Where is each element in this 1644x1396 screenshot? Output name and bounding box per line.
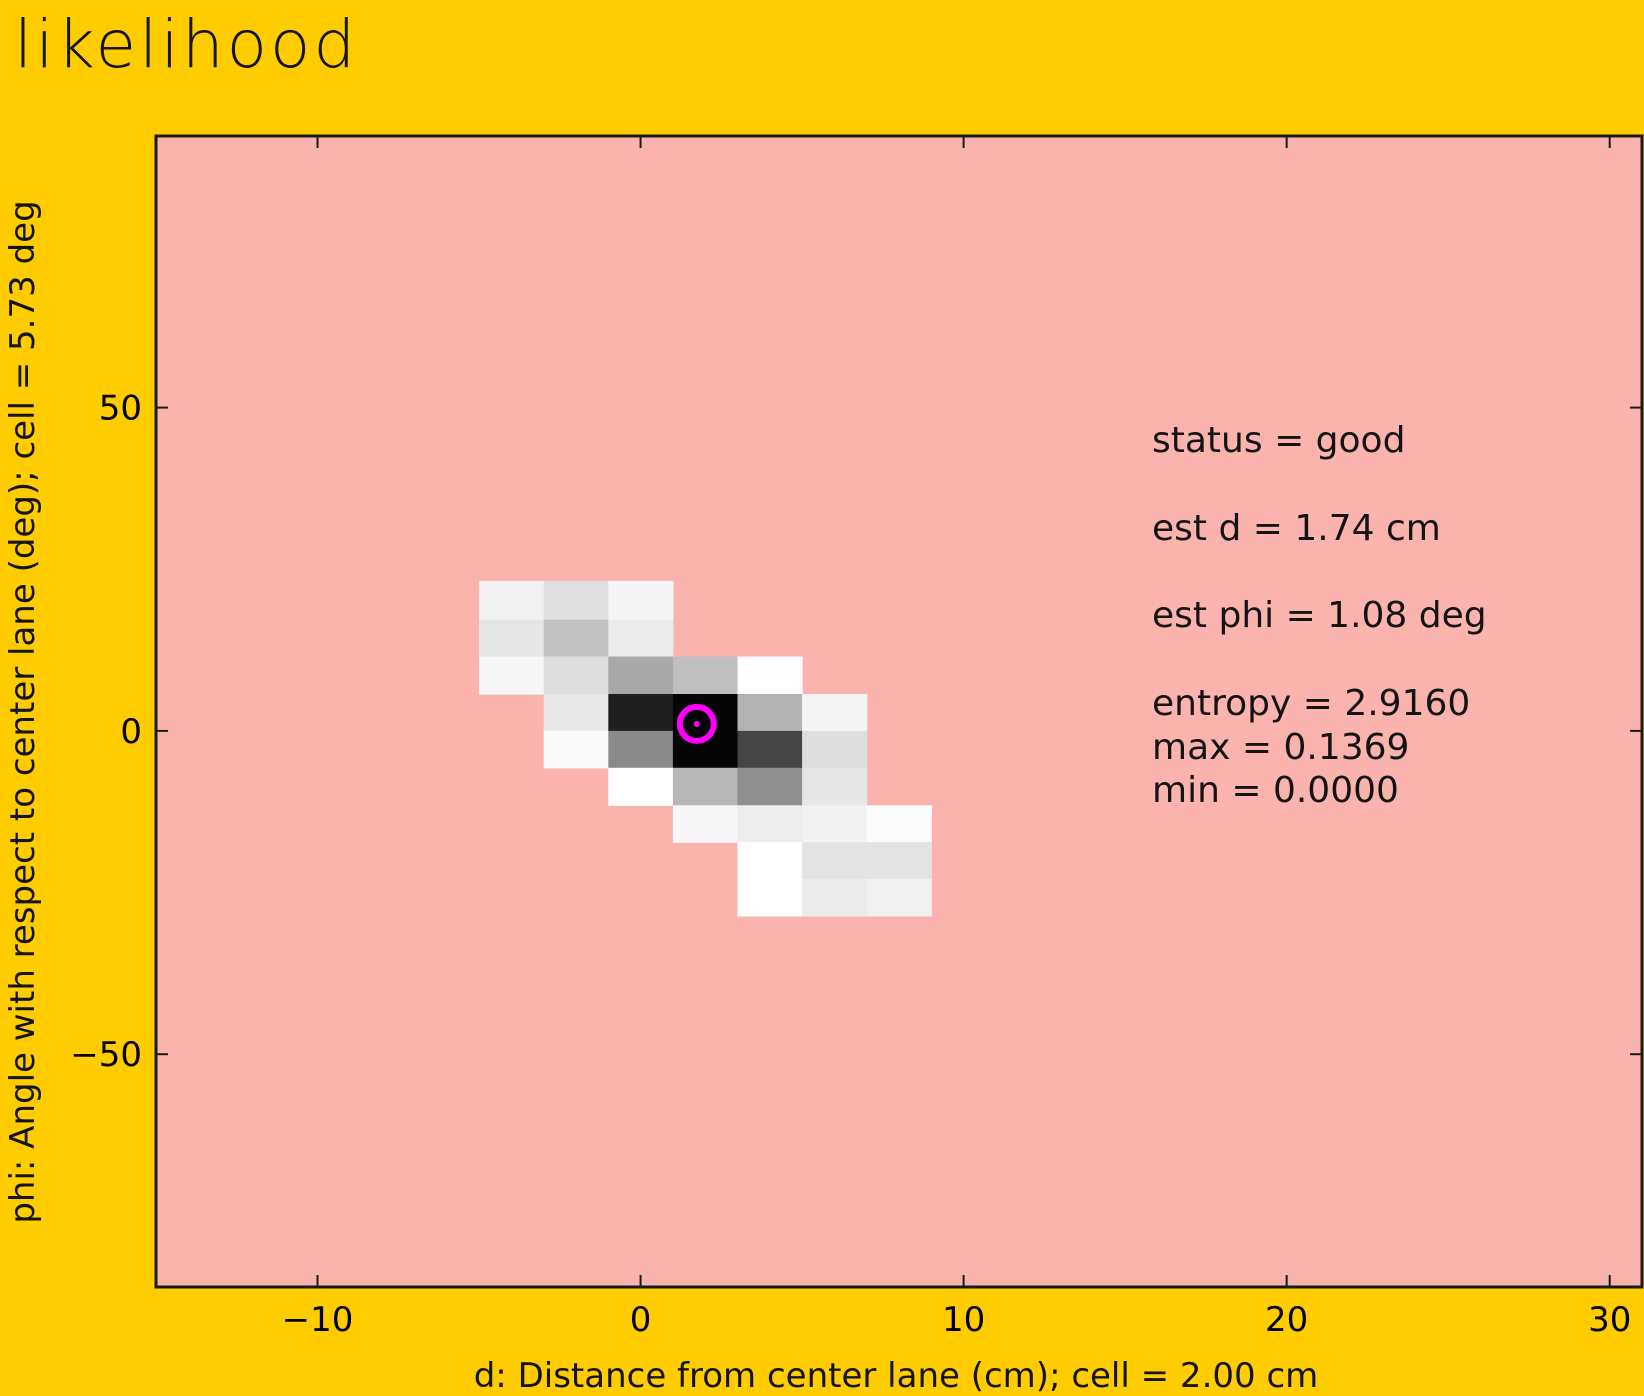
heatmap-cell	[802, 730, 868, 769]
plot-frame	[154, 134, 1644, 1289]
heatmap-cell	[608, 694, 674, 732]
heatmap-cell	[608, 580, 674, 621]
y-tick-label: 50	[99, 389, 142, 429]
heatmap-cell	[608, 619, 674, 658]
heatmap-cell	[543, 694, 609, 732]
heatmap-cell	[866, 805, 932, 843]
annotation-entropy: entropy = 2.9160	[1152, 683, 1470, 724]
heatmap-cell	[543, 619, 609, 658]
estimate-marker	[676, 703, 717, 744]
annotation-min: min = 0.0000	[1152, 770, 1399, 811]
heatmap-cell	[866, 879, 932, 917]
heatmap-cell	[737, 879, 803, 917]
heatmap-cell	[737, 656, 803, 695]
heatmap-cell	[608, 767, 674, 806]
heatmap-cell	[672, 805, 739, 843]
heatmap-cell	[737, 730, 803, 769]
estimate-marker-group	[676, 703, 717, 744]
heatmap-cell	[672, 767, 739, 806]
x-tick-label: −10	[282, 1300, 354, 1340]
heatmap-cell	[608, 730, 674, 769]
estimate-marker-dot	[693, 720, 700, 727]
heatmap-cell	[737, 694, 803, 732]
page-title: likelihood	[14, 6, 359, 83]
heatmap-cell	[737, 767, 803, 806]
y-tick-label: 0	[120, 712, 142, 752]
heatmap-cell	[802, 805, 868, 843]
y-axis-label: phi: Angle with respect to center lane (…	[3, 200, 43, 1223]
heatmap-cell	[802, 842, 868, 880]
annotation-est-phi: est phi = 1.08 deg	[1152, 595, 1487, 636]
x-tick-label: 20	[1265, 1300, 1308, 1340]
heatmap-cell	[479, 656, 545, 695]
x-tick-label: 0	[630, 1300, 652, 1340]
heatmap-cell	[672, 656, 739, 695]
heatmap-cell	[802, 767, 868, 806]
annotation-est-d: est d = 1.74 cm	[1152, 508, 1441, 549]
heatmap-cell	[802, 694, 868, 732]
heatmap-cell	[737, 805, 803, 843]
heatmap-cell	[543, 580, 609, 621]
x-axis-label: d: Distance from center lane (cm); cell …	[474, 1356, 1319, 1396]
x-tick-label: 30	[1588, 1300, 1631, 1340]
y-tick-label: −50	[70, 1035, 142, 1075]
axis-ticks	[156, 136, 1642, 1287]
heatmap-cell	[479, 580, 545, 621]
x-tick-label: 10	[942, 1300, 985, 1340]
heatmap-cell	[802, 879, 868, 917]
heatmap-cell	[866, 842, 932, 880]
stats-annotations: status = good est d = 1.74 cm est phi = …	[1152, 420, 1487, 811]
plot-area	[156, 136, 1642, 1287]
tick-labels: −10 0 10 20 30 −50 0 50	[70, 389, 1631, 1340]
heatmap-cell	[543, 656, 609, 695]
annotation-status: status = good	[1152, 420, 1405, 461]
heatmap-cell	[543, 730, 609, 769]
annotation-max: max = 0.1369	[1152, 727, 1409, 768]
heatmap-cell	[608, 656, 674, 695]
heatmap-cell	[479, 619, 545, 658]
heatmap-cell	[737, 842, 803, 880]
